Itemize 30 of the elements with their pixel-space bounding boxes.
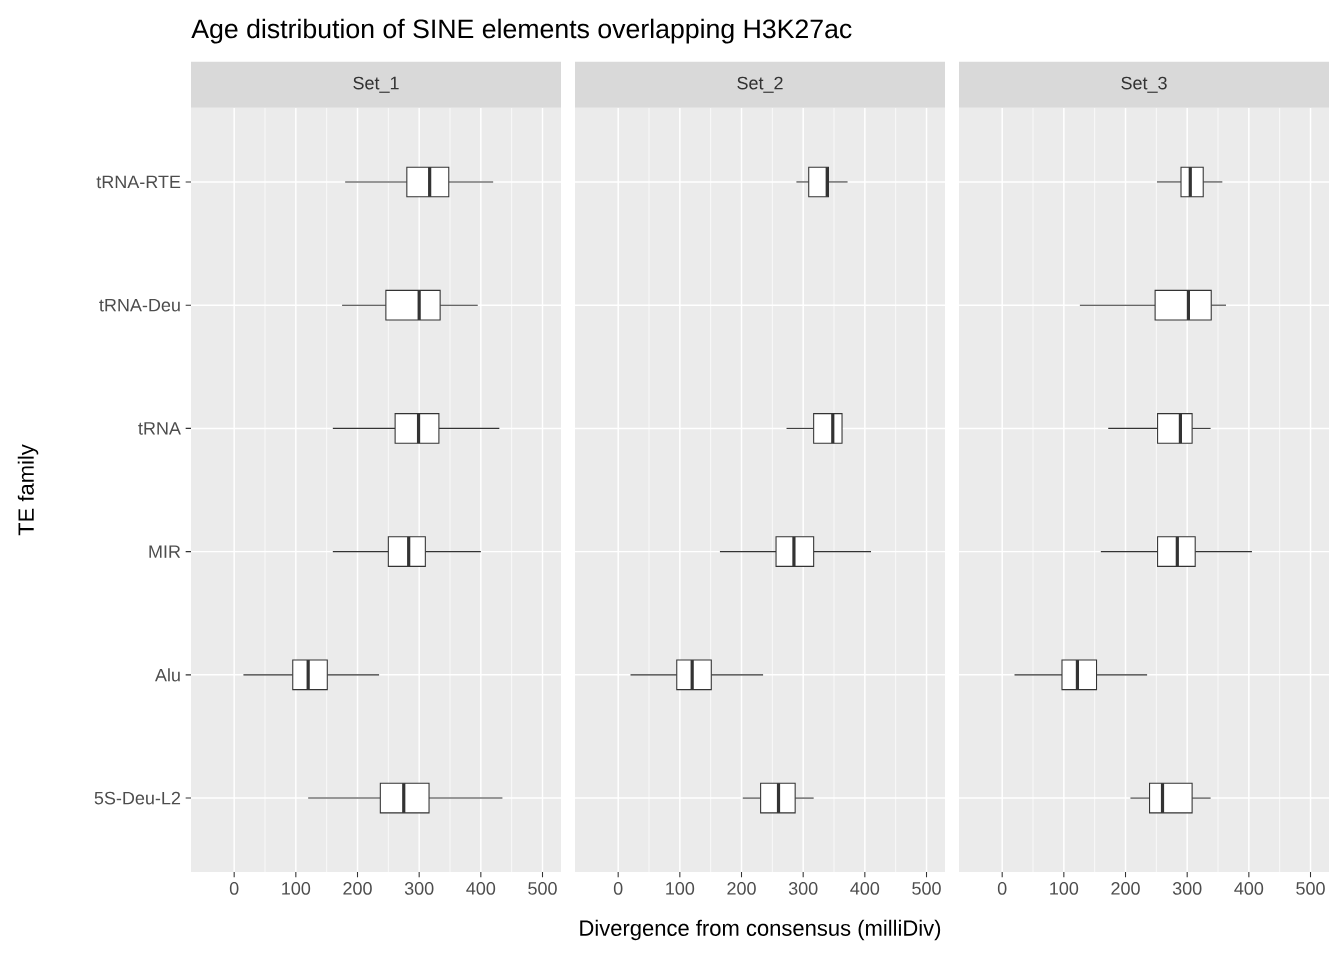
chart-subtitle: Set_3 <box>1121 76 1167 93</box>
y-tick-label: tRNA-Deu <box>99 298 180 312</box>
x-tick-label: 200 <box>1111 882 1140 895</box>
chart-subtitle: Set_2 <box>737 76 783 93</box>
y-tick-label: MIR <box>149 545 181 558</box>
x-tick-label: 0 <box>613 882 623 895</box>
x-tick-label: 400 <box>466 882 496 895</box>
y-tick-label: Alu <box>154 668 180 682</box>
y-axis-title: TE family <box>17 444 39 536</box>
y-tick-label: tRNA <box>138 422 181 435</box>
x-tick-label: 500 <box>1296 882 1325 895</box>
x-tick-label: 100 <box>666 882 695 895</box>
x-tick-label: 500 <box>912 882 941 895</box>
chart-title: Age distribution of SINE elements overlapping H3K27ac <box>191 18 852 44</box>
x-tick-label: 400 <box>850 882 880 895</box>
x-tick-label: 0 <box>229 882 239 895</box>
x-tick-label: 300 <box>788 882 818 895</box>
x-tick-label: 300 <box>404 882 434 895</box>
x-tick-label: 300 <box>1172 882 1202 895</box>
x-tick-label: 400 <box>1234 882 1264 895</box>
x-tick-label: 0 <box>997 882 1007 895</box>
x-tick-label: 200 <box>343 882 372 895</box>
x-tick-label: 100 <box>1050 882 1079 895</box>
chart-subtitle: Set_1 <box>353 76 399 93</box>
x-tick-label: 200 <box>727 882 756 895</box>
x-tick-label: 100 <box>282 882 311 895</box>
y-tick-label: tRNA-RTE <box>96 175 181 189</box>
y-tick-label: 5S-Deu-L2 <box>94 791 181 805</box>
x-tick-label: 500 <box>528 882 557 895</box>
x-axis-title: Divergence from consensus (milliDiv) <box>580 919 941 941</box>
